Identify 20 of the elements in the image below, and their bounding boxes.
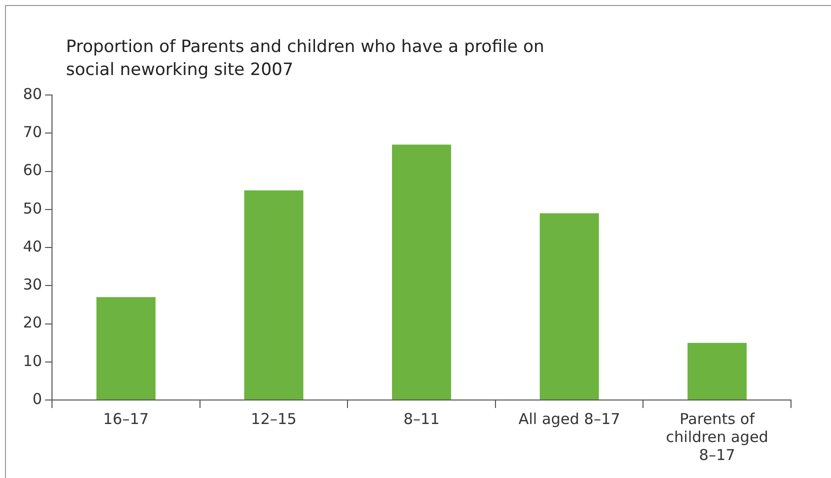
- bar: [540, 213, 599, 400]
- y-tick-label: 40: [22, 237, 42, 256]
- y-tick-label: 60: [22, 161, 42, 180]
- x-tick-label: 8–11: [403, 410, 440, 428]
- bar: [392, 144, 452, 400]
- x-tick-label: 12–15: [250, 410, 297, 428]
- x-tick-label: 16–17: [103, 410, 149, 428]
- bar: [244, 190, 304, 400]
- y-tick-label: 10: [22, 352, 42, 370]
- chart-title: Proportion of Parents and children who have a profile on social neworking site 2007: [66, 36, 546, 82]
- y-tick-label: 70: [22, 123, 42, 142]
- x-tick-label: Parents of children aged 8–17: [666, 410, 768, 464]
- bar: [96, 297, 156, 400]
- y-tick-label: 20: [22, 314, 42, 332]
- y-tick-label: 50: [22, 199, 42, 218]
- y-tick-label: 0: [32, 390, 42, 408]
- y-tick-label: 80: [22, 84, 42, 103]
- x-tick-label: All aged 8–17: [518, 410, 620, 428]
- y-tick-label: 30: [22, 276, 42, 294]
- bar: [688, 342, 747, 400]
